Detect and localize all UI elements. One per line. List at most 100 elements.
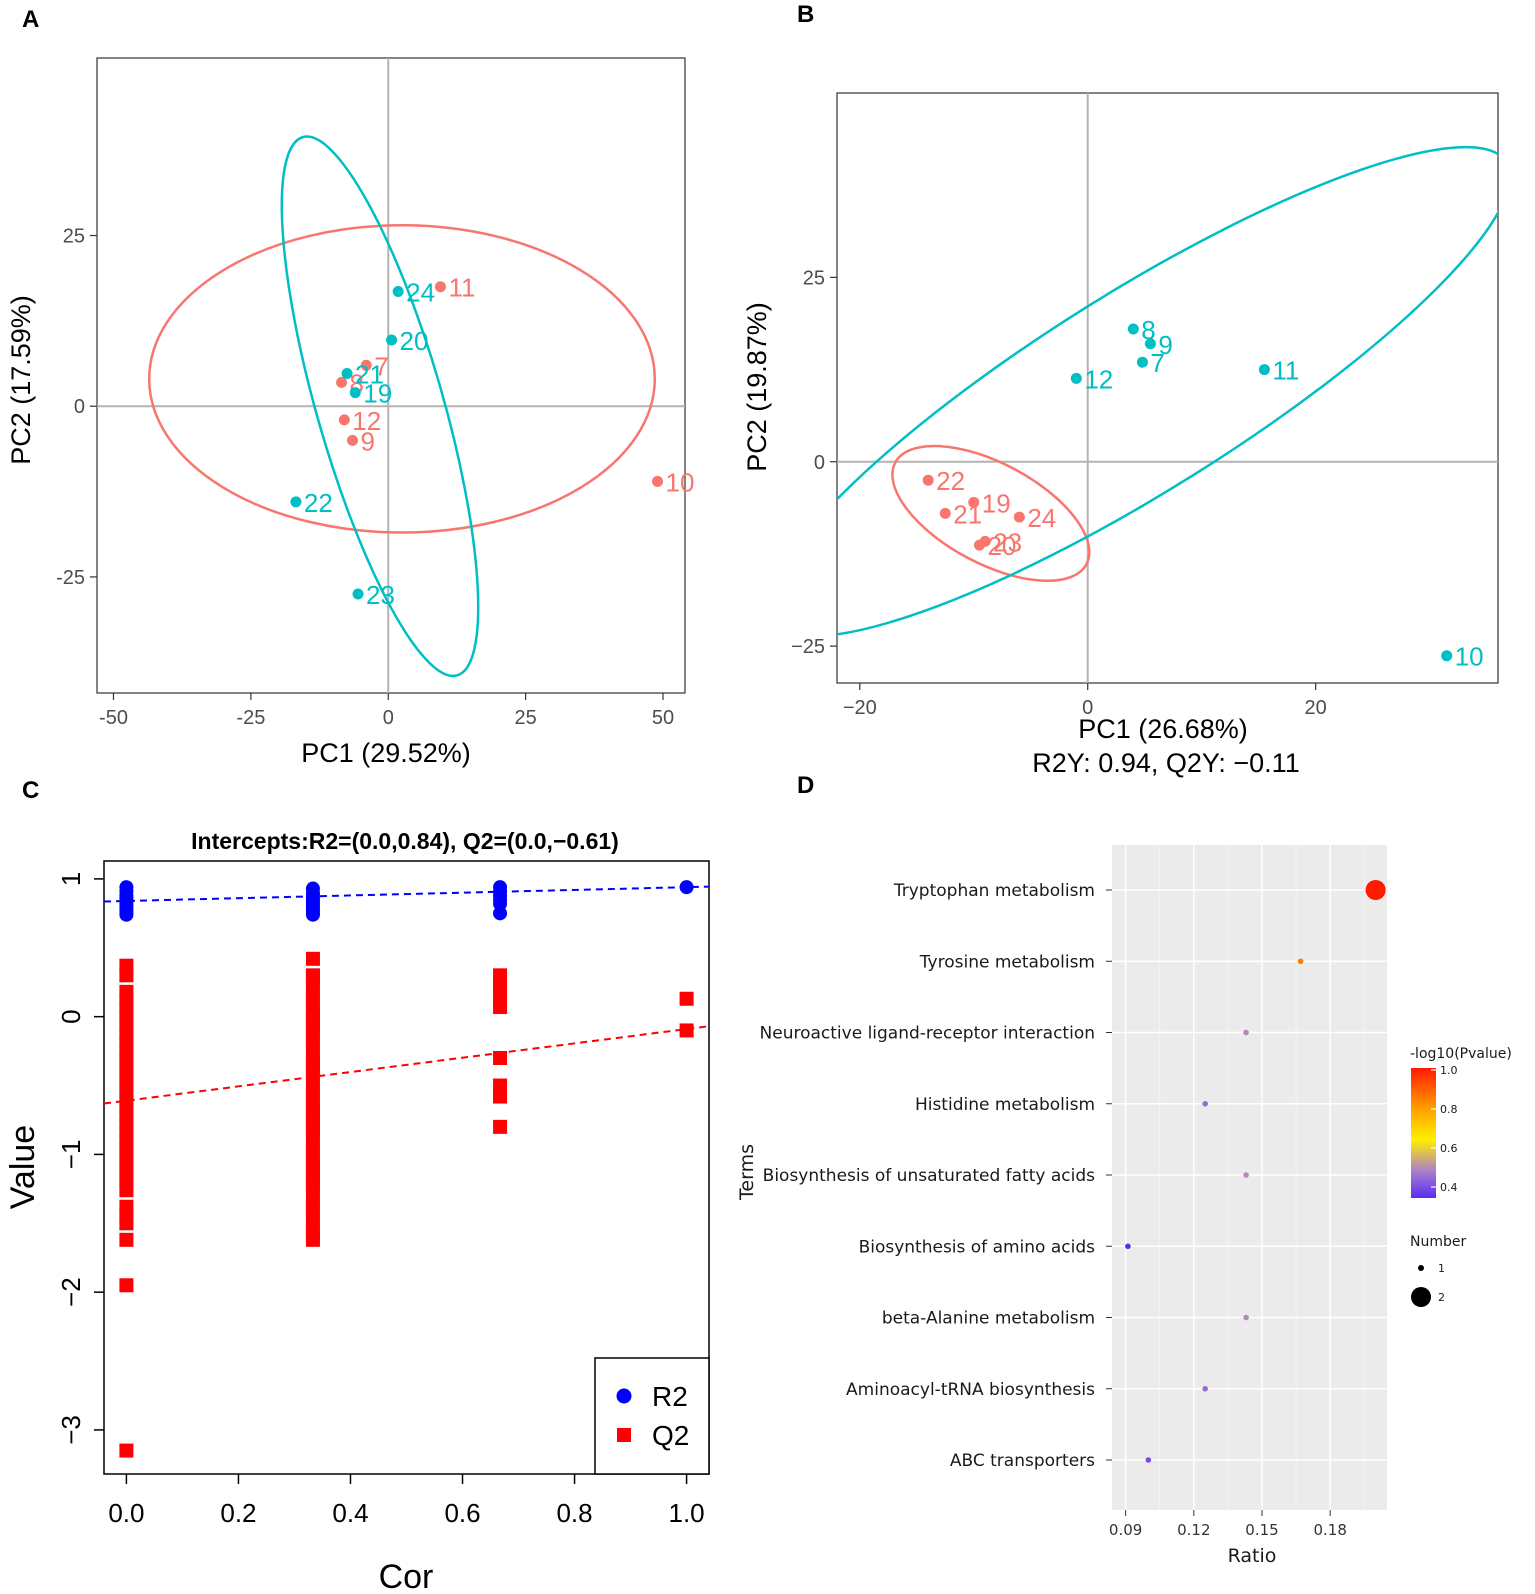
sample-point xyxy=(290,496,302,508)
sample-point xyxy=(1144,338,1156,350)
term-label: Biosynthesis of unsaturated fatty acids xyxy=(763,1166,1095,1186)
y-axis-label: Value xyxy=(4,1125,42,1209)
sample-point xyxy=(652,475,664,487)
sample-label: 9 xyxy=(1158,330,1172,360)
y-tick-label: −2 xyxy=(56,1277,86,1307)
legend-marker-q2 xyxy=(617,1428,631,1442)
q2-point xyxy=(305,1144,320,1159)
color-legend-title: -log10(Pvalue) xyxy=(1410,1046,1512,1062)
x-tick-label: 25 xyxy=(515,707,537,729)
x-tick-label: -50 xyxy=(99,707,128,729)
sample-label: 22 xyxy=(304,488,333,518)
x-tick-label: 0 xyxy=(1082,697,1093,719)
q2-point xyxy=(305,951,320,966)
term-point xyxy=(1365,880,1386,900)
panel-label-d: D xyxy=(797,772,814,799)
y-tick-label: −1 xyxy=(56,1140,86,1170)
sample-label: 20 xyxy=(400,326,429,356)
term-label: Tryptophan metabolism xyxy=(893,881,1095,901)
color-bar-label: 1.0 xyxy=(1440,1064,1458,1077)
sample-point xyxy=(1070,372,1082,384)
color-bar-label: 0.6 xyxy=(1440,1142,1458,1155)
sample-label: 9 xyxy=(361,426,375,456)
sample-label: 8 xyxy=(1141,315,1155,345)
sample-point xyxy=(392,286,404,298)
legend-box xyxy=(594,1357,710,1475)
chart-title: Intercepts:R2=(0.0,0.84), Q2=(0.0,−0.61) xyxy=(191,828,619,854)
y-tick-label: 0 xyxy=(56,1009,86,1023)
sample-label: 23 xyxy=(993,527,1022,557)
y-tick-label: 0 xyxy=(74,396,85,418)
q2-point xyxy=(305,1017,320,1032)
term-point xyxy=(1243,1029,1249,1036)
q2-point xyxy=(305,1059,320,1074)
q2-point xyxy=(305,1161,320,1176)
q2-point xyxy=(305,1106,320,1121)
q2-point xyxy=(305,982,320,997)
sample-label: 7 xyxy=(1150,348,1164,378)
sample-label: 7 xyxy=(374,351,388,381)
sample-label: 24 xyxy=(1027,503,1056,533)
q2-point xyxy=(493,968,508,983)
y-tick-label: 0 xyxy=(814,452,825,474)
plot-frame xyxy=(96,57,686,694)
confidence-ellipse-group-1 xyxy=(147,224,657,534)
q2-point xyxy=(305,1174,320,1189)
term-label: Tyrosine metabolism xyxy=(919,952,1095,972)
q2-point xyxy=(305,1202,320,1217)
q2-point xyxy=(305,1133,320,1148)
y-axis-label: PC2 (19.87%) xyxy=(742,302,772,472)
y-axis-label: PC2 (17.59%) xyxy=(6,295,36,465)
panel-label-b: B xyxy=(797,1,814,28)
x-tick-label: 20 xyxy=(1305,697,1327,719)
x-tick-label: 0 xyxy=(383,707,394,729)
term-label: ABC transporters xyxy=(950,1451,1095,1471)
x-tick-label: 0.18 xyxy=(1313,1521,1346,1539)
sample-label: 19 xyxy=(363,379,392,409)
color-bar-label: 0.4 xyxy=(1440,1181,1458,1194)
y-tick-label: −3 xyxy=(56,1415,86,1445)
panel-label-a: A xyxy=(22,6,39,33)
r2-point xyxy=(493,896,508,911)
permutation-plot-c: Intercepts:R2=(0.0,0.84), Q2=(0.0,−0.61)… xyxy=(4,828,710,1594)
q2-point xyxy=(493,1089,508,1104)
r2-point xyxy=(305,907,320,922)
q2-point xyxy=(679,1023,694,1038)
x-tick-label: 0.8 xyxy=(556,1498,592,1528)
sample-point xyxy=(349,387,361,399)
confidence-ellipse-group-2 xyxy=(280,135,480,678)
term-label: Neuroactive ligand-receptor interaction xyxy=(760,1024,1095,1044)
q2-point xyxy=(305,1232,320,1247)
sample-label: 23 xyxy=(366,580,395,610)
y-tick-label: 25 xyxy=(803,267,825,289)
q2-point xyxy=(305,1213,320,1228)
term-label: beta-Alanine metabolism xyxy=(882,1309,1095,1329)
sample-point xyxy=(1441,650,1453,662)
sample-point xyxy=(1258,364,1270,376)
sample-label: 20 xyxy=(987,531,1016,561)
y-tick-label: 25 xyxy=(63,226,85,248)
x-tick-label: 0.0 xyxy=(108,1498,144,1528)
sample-point xyxy=(939,507,951,519)
x-tick-label: 1.0 xyxy=(669,1498,705,1528)
color-legend: -log10(Pvalue) 1.0 0.8 0.6 0.4 xyxy=(1410,1046,1512,1198)
q2-point xyxy=(305,1117,320,1132)
size-legend-marker-2 xyxy=(1411,1287,1431,1307)
color-bar xyxy=(1411,1068,1436,1198)
sample-point xyxy=(434,281,446,293)
sample-point xyxy=(1127,323,1139,335)
plot-frame xyxy=(836,92,1499,684)
term-point xyxy=(1243,1172,1249,1178)
sample-label: 11 xyxy=(1272,356,1299,386)
term-label: Biosynthesis of amino acids xyxy=(859,1237,1096,1257)
x-tick-label: 0.6 xyxy=(444,1498,480,1528)
legend: R2 Q2 xyxy=(594,1357,710,1475)
term-label: Histidine metabolism xyxy=(915,1095,1095,1115)
size-legend-title: Number xyxy=(1410,1234,1466,1250)
q2-point xyxy=(493,1078,508,1093)
y-axis-label: Terms xyxy=(736,1144,758,1201)
y-tick-label: 1 xyxy=(56,872,86,886)
sample-point xyxy=(347,434,359,446)
